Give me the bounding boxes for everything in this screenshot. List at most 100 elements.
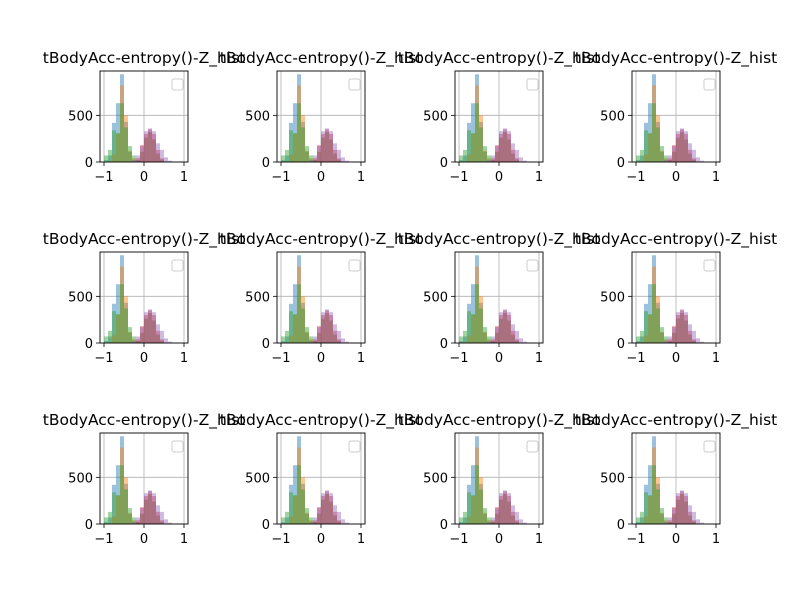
histogram-bar xyxy=(636,155,640,162)
histogram-bar xyxy=(128,150,132,162)
histogram-bar xyxy=(636,517,640,524)
histogram-bar xyxy=(491,522,495,524)
x-tick-label: −1 xyxy=(626,170,645,185)
histogram-bar xyxy=(116,103,120,162)
histogram-bar xyxy=(297,284,301,343)
histogram-bar xyxy=(652,447,656,524)
histogram-bar xyxy=(104,517,108,524)
histogram-bar xyxy=(503,313,507,343)
histogram-bar xyxy=(664,522,668,524)
histogram-bar xyxy=(156,324,160,343)
histogram-bar xyxy=(471,465,475,524)
x-tick-label: 0 xyxy=(140,351,148,366)
histogram-bar xyxy=(317,146,321,162)
histogram-bar xyxy=(676,318,680,343)
histogram-bar xyxy=(333,515,337,524)
histogram-bar xyxy=(487,341,491,343)
histogram-bar xyxy=(511,324,515,343)
histogram-bar xyxy=(132,517,136,524)
histogram-bar xyxy=(309,517,313,524)
histogram-bar xyxy=(124,483,128,524)
histogram-bar xyxy=(656,489,660,524)
histogram-bar xyxy=(515,330,519,343)
histogram-bar xyxy=(471,314,475,343)
histogram-bar xyxy=(459,341,463,343)
histogram-bar xyxy=(112,122,116,162)
histogram-bar xyxy=(511,511,515,524)
histogram-bar xyxy=(507,501,511,524)
histogram-bar xyxy=(684,315,688,343)
histogram-bar xyxy=(128,513,132,524)
histogram-bar xyxy=(132,155,136,162)
x-tick-label: 0 xyxy=(495,170,503,185)
histogram-bar xyxy=(672,146,676,162)
histogram-bar xyxy=(160,340,164,343)
histogram-bar xyxy=(640,517,644,524)
histogram-bar xyxy=(112,154,116,162)
histogram-bar xyxy=(668,155,672,162)
subplot-title: tBodyAcc-entropy()-Z_hist xyxy=(575,230,777,249)
histogram-bar xyxy=(128,512,132,524)
histogram-bar xyxy=(475,103,479,162)
histogram-bar xyxy=(660,151,664,162)
histogram-bar xyxy=(700,522,704,524)
histogram-bar xyxy=(112,492,116,524)
histogram-bar xyxy=(136,520,140,524)
histogram-bar xyxy=(160,511,164,524)
histogram-bar xyxy=(656,308,660,343)
histogram-bar xyxy=(495,145,499,162)
y-tick-label: 0 xyxy=(617,156,625,171)
histogram-bar xyxy=(515,340,519,343)
histogram-bar xyxy=(660,146,664,162)
histogram-bar xyxy=(491,341,495,343)
histogram-bar xyxy=(507,131,511,162)
x-tick-label: 0 xyxy=(317,532,325,547)
histogram-bar xyxy=(640,342,644,343)
histogram-bar xyxy=(152,320,156,343)
histogram-bar xyxy=(313,160,317,162)
histogram-bar xyxy=(132,339,136,343)
histogram-bar xyxy=(692,340,696,343)
histogram-bar xyxy=(128,508,132,524)
histogram-bar xyxy=(491,155,495,162)
histogram-bar xyxy=(120,103,124,162)
histogram-bar xyxy=(341,519,345,524)
histogram-bar xyxy=(309,521,313,524)
histogram-bar xyxy=(676,496,680,524)
histogram-bar xyxy=(495,151,499,162)
histogram-bar xyxy=(140,146,144,162)
histogram-bar xyxy=(475,284,479,343)
histogram-bar xyxy=(309,336,313,343)
x-tick-label: 0 xyxy=(672,170,680,185)
histogram-bar xyxy=(467,484,471,524)
histogram-bar xyxy=(479,115,483,162)
histogram-bar xyxy=(132,336,136,343)
histogram-bar xyxy=(503,309,507,343)
histogram-bar xyxy=(487,522,491,524)
histogram-bar xyxy=(491,339,495,343)
histogram-bar xyxy=(333,511,337,524)
histogram-bar xyxy=(664,158,668,162)
histogram-bar xyxy=(495,326,499,343)
histogram-bar xyxy=(152,131,156,162)
histogram-bar xyxy=(285,149,289,162)
histogram-bar xyxy=(676,312,680,343)
histogram-bar xyxy=(325,310,329,343)
legend-box xyxy=(171,440,184,453)
histogram-bar xyxy=(692,339,696,343)
y-tick-label: 0 xyxy=(262,156,270,171)
y-tick-label: 0 xyxy=(617,337,625,352)
histogram-bar xyxy=(108,517,112,524)
legend-box xyxy=(526,259,539,272)
x-tick-label: −1 xyxy=(94,170,113,185)
histogram-bar xyxy=(168,341,172,343)
histogram-bar xyxy=(341,157,345,162)
histogram-bar xyxy=(281,341,285,343)
y-tick-label: 0 xyxy=(85,156,93,171)
histogram-bar xyxy=(660,332,664,343)
histogram-bar xyxy=(313,158,317,162)
histogram-bar xyxy=(483,151,487,162)
